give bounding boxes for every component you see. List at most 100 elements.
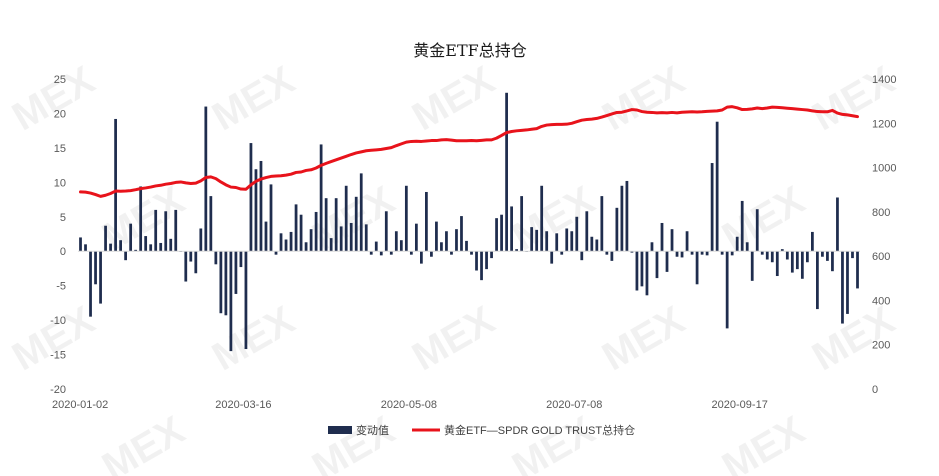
y-right-tick-label: 1200: [872, 118, 896, 130]
bar: [89, 251, 92, 317]
bar: [450, 251, 453, 255]
bar: [595, 239, 599, 252]
y-right-axis: 0 200 400 600 800 1000 1200 1400: [872, 74, 896, 396]
bar: [510, 206, 513, 252]
bar: [249, 143, 253, 252]
bar: [535, 229, 539, 252]
bar: [420, 251, 423, 264]
bar: [404, 185, 408, 252]
bar: [600, 196, 604, 252]
watermark-text: MEX: [305, 178, 402, 260]
bar: [354, 196, 358, 252]
y-right-tick-label: 800: [872, 207, 890, 219]
bar: [720, 251, 724, 255]
bar: [239, 251, 243, 268]
y-left-tick-label: 15: [54, 143, 66, 155]
bar: [635, 251, 639, 291]
bar: [159, 242, 163, 252]
bar: [770, 251, 774, 263]
bar: [219, 251, 223, 314]
bar: [79, 237, 82, 252]
bar: [705, 251, 709, 256]
bar: [655, 251, 659, 279]
bar: [329, 238, 333, 252]
bar: [399, 240, 403, 252]
bar: [480, 251, 483, 281]
bar: [129, 223, 133, 252]
bar: [846, 251, 849, 314]
watermark-text: MEX: [595, 58, 692, 140]
bar: [460, 216, 463, 252]
bar: [836, 197, 839, 252]
bar: [229, 251, 233, 352]
bar: [760, 251, 764, 255]
y-right-tick-label: 400: [872, 295, 890, 307]
bar: [259, 160, 263, 252]
y-right-tick-label: 200: [872, 340, 890, 352]
bar: [615, 207, 619, 252]
bar: [425, 191, 428, 252]
bar: [440, 242, 443, 252]
bar: [515, 249, 518, 252]
bar: [284, 239, 288, 252]
bar: [821, 251, 824, 257]
watermark-text: MEX: [595, 298, 692, 380]
bar: [359, 173, 363, 252]
y-left-axis: -20 -15 -10 -5 0 5 10 15 20 25: [50, 74, 66, 396]
bar: [169, 238, 173, 252]
bar: [309, 229, 313, 252]
bar: [194, 251, 198, 274]
bar: [324, 198, 328, 252]
watermark-text: MEX: [95, 408, 192, 476]
bar: [164, 211, 168, 252]
x-tick-label: 2020-05-08: [381, 399, 437, 411]
bar: [455, 229, 458, 252]
bar: [700, 251, 704, 255]
bar: [184, 251, 188, 282]
bar: [349, 222, 353, 252]
bar: [394, 231, 398, 252]
bar: [680, 251, 684, 258]
bar: [104, 225, 107, 252]
bar: [675, 251, 679, 257]
bar: [84, 244, 87, 252]
watermark-text: MEX: [5, 58, 102, 140]
y-right-tick-label: 0: [872, 384, 878, 396]
watermark-text: MEX: [805, 298, 902, 380]
bar: [800, 251, 804, 279]
bar: [470, 251, 473, 255]
legend-line-label: 黄金ETF—SPDR GOLD TRUST总持仓: [444, 423, 635, 437]
bar: [605, 251, 609, 255]
bar: [560, 251, 564, 255]
watermark-text: MEX: [505, 408, 602, 476]
bar: [730, 251, 734, 256]
y-left-tick-label: 20: [54, 108, 66, 120]
bar: [339, 226, 343, 252]
bar: [620, 185, 624, 252]
x-tick-label: 2020-03-16: [215, 399, 271, 411]
bar: [94, 251, 97, 285]
chart-title: 黄金ETF总持仓: [413, 41, 526, 60]
bar: [790, 251, 794, 273]
bar: [670, 229, 674, 252]
bar: [785, 251, 789, 260]
y-left-tick-label: 0: [60, 246, 66, 258]
bar: [740, 200, 744, 252]
bar: [540, 185, 544, 252]
bar: [550, 251, 554, 264]
bar: [369, 251, 373, 255]
bar: [710, 163, 714, 252]
bar: [826, 251, 829, 261]
legend-bar-swatch: [328, 426, 352, 434]
bar: [841, 251, 844, 324]
bar: [575, 216, 579, 252]
bar: [234, 251, 238, 294]
bar: [374, 241, 378, 252]
bar: [314, 211, 318, 252]
bar: [580, 251, 584, 261]
bar: [750, 251, 754, 281]
bar: [174, 209, 178, 252]
x-axis: 2020-01-02 2020-03-16 2020-05-08 2020-07-08…: [52, 399, 768, 411]
bar: [505, 92, 508, 252]
bar: [294, 204, 298, 252]
